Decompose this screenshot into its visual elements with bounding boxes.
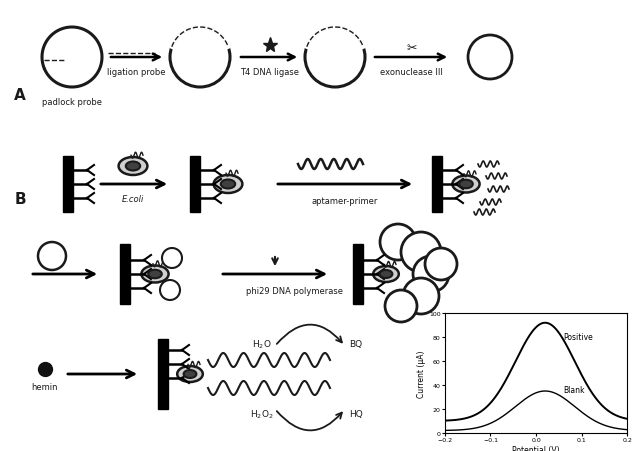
Text: H$_2$O$_2$: H$_2$O$_2$ [250, 408, 274, 420]
Circle shape [160, 281, 180, 300]
Ellipse shape [373, 267, 399, 282]
Y-axis label: Current (μA): Current (μA) [417, 350, 426, 397]
Circle shape [401, 232, 441, 272]
Text: padlock probe: padlock probe [42, 98, 102, 107]
Bar [353, 244, 363, 304]
Text: E.coli: E.coli [122, 194, 144, 203]
Ellipse shape [380, 271, 392, 278]
Circle shape [305, 28, 365, 88]
Circle shape [403, 278, 439, 314]
Circle shape [413, 257, 449, 292]
Circle shape [385, 290, 417, 322]
X-axis label: Potential (V): Potential (V) [512, 445, 560, 451]
Text: BQ: BQ [349, 340, 363, 349]
Text: aptamer-primer: aptamer-primer [312, 197, 378, 206]
Text: exonuclease III: exonuclease III [380, 68, 442, 77]
Ellipse shape [214, 175, 243, 193]
Text: hemin: hemin [32, 382, 58, 391]
Text: HQ: HQ [349, 410, 363, 419]
Bar [158, 339, 168, 409]
Bar [120, 244, 130, 304]
Ellipse shape [141, 266, 168, 283]
Text: Blank: Blank [563, 385, 585, 394]
Circle shape [425, 249, 457, 281]
Bar [63, 156, 73, 212]
Ellipse shape [460, 180, 473, 189]
Ellipse shape [177, 366, 203, 382]
Circle shape [38, 243, 66, 271]
Bar [190, 156, 200, 212]
Text: B: B [14, 192, 26, 207]
Ellipse shape [148, 270, 162, 279]
Ellipse shape [126, 162, 140, 171]
Text: T4 DNA ligase: T4 DNA ligase [241, 68, 300, 77]
Ellipse shape [118, 158, 147, 175]
Ellipse shape [184, 370, 196, 378]
Circle shape [468, 36, 512, 80]
Text: Positive: Positive [563, 333, 593, 342]
Circle shape [380, 225, 416, 260]
Text: A: A [14, 87, 26, 102]
Text: phi29 DNA polymerase: phi29 DNA polymerase [246, 286, 344, 295]
Ellipse shape [452, 176, 479, 193]
Text: ✂: ✂ [407, 41, 417, 55]
Circle shape [170, 28, 230, 88]
Bar [432, 156, 442, 212]
Circle shape [162, 249, 182, 268]
Text: ligation probe: ligation probe [107, 68, 165, 77]
Ellipse shape [221, 180, 236, 189]
Text: H$_2$O: H$_2$O [252, 338, 272, 350]
